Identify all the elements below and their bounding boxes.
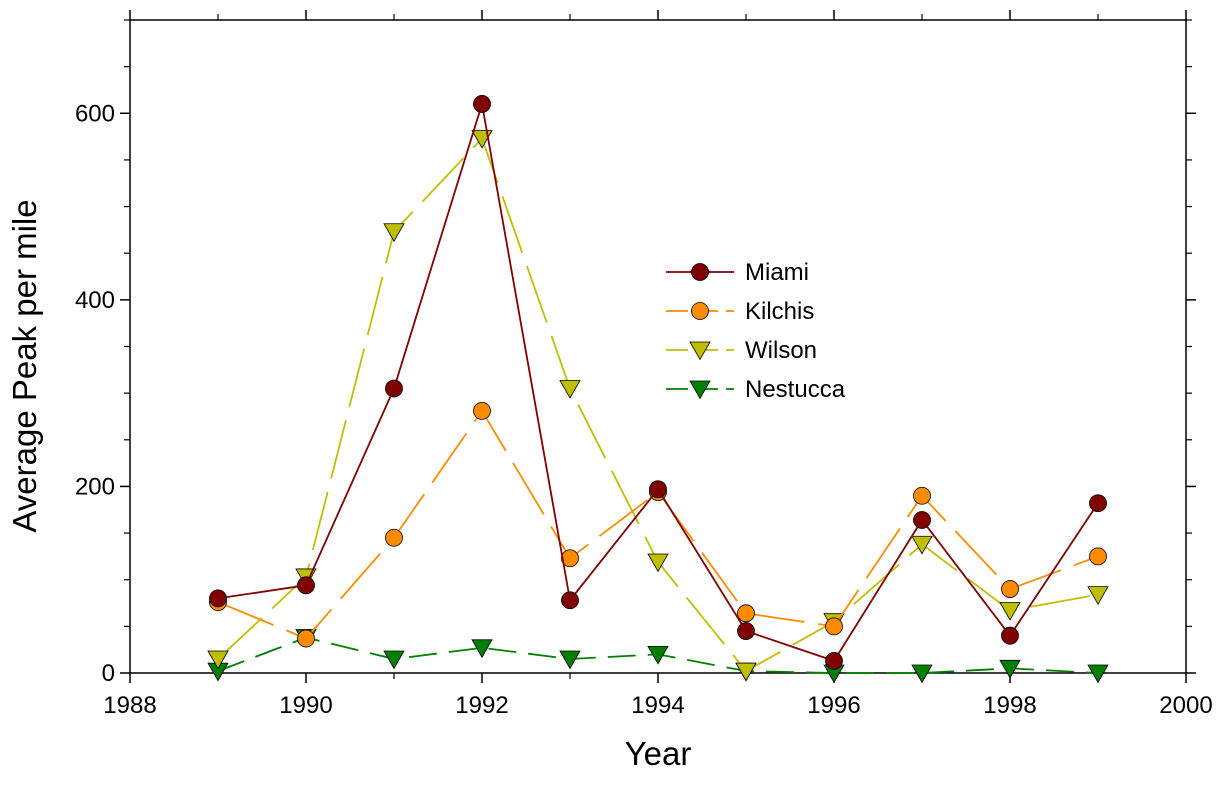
data-point-wilson bbox=[735, 662, 757, 682]
data-point-wilson bbox=[999, 602, 1021, 621]
data-point-miami bbox=[825, 651, 843, 670]
data-point-wilson bbox=[207, 650, 229, 670]
data-point-nestucca bbox=[471, 639, 493, 659]
plot-frame bbox=[129, 19, 1187, 674]
data-point-nestucca bbox=[1087, 664, 1109, 684]
data-point-wilson bbox=[559, 380, 581, 399]
data-point-wilson bbox=[383, 223, 405, 243]
legend-label-nestucca: Nestucca bbox=[745, 376, 846, 403]
legend-label-miami: Miami bbox=[745, 259, 809, 286]
legend: Miami Kilchis Wilson Nestucca bbox=[666, 259, 846, 403]
legend-item-nestucca: Nestucca bbox=[666, 376, 846, 403]
series-miami bbox=[209, 95, 1107, 670]
data-point-kilchis bbox=[737, 604, 755, 623]
x-tick-label: 1992 bbox=[455, 692, 508, 719]
data-point-miami bbox=[385, 379, 403, 398]
x-tick-label: 1998 bbox=[983, 692, 1036, 719]
data-point-kilchis bbox=[913, 486, 931, 505]
series-line-wilson bbox=[217, 136, 1099, 673]
legend-item-miami: Miami bbox=[666, 259, 809, 286]
y-tick-label: 0 bbox=[102, 660, 115, 687]
data-point-kilchis bbox=[1001, 580, 1019, 598]
series-line-miami bbox=[217, 103, 1099, 662]
legend-marker-kilchis bbox=[691, 302, 709, 320]
series-wilson bbox=[207, 130, 1109, 682]
legend-label-kilchis: Kilchis bbox=[745, 298, 814, 325]
data-point-kilchis bbox=[385, 528, 403, 547]
data-point-nestucca bbox=[647, 645, 669, 665]
data-point-miami bbox=[737, 622, 755, 640]
y-tick-label: 200 bbox=[75, 473, 115, 500]
data-point-miami bbox=[649, 480, 667, 499]
data-point-kilchis bbox=[1089, 547, 1107, 566]
legend-marker-miami bbox=[691, 263, 709, 281]
x-tick-label: 2000 bbox=[1159, 692, 1212, 719]
series-layer bbox=[207, 95, 1109, 684]
data-point-nestucca bbox=[911, 664, 933, 684]
data-point-wilson bbox=[1087, 586, 1109, 605]
legend-item-wilson: Wilson bbox=[666, 337, 817, 364]
y-tick-label: 600 bbox=[75, 100, 115, 127]
data-point-miami bbox=[473, 95, 491, 113]
data-point-nestucca bbox=[383, 650, 405, 670]
x-tick-label: 1994 bbox=[631, 692, 684, 719]
x-axis-title: Year bbox=[625, 735, 692, 772]
legend-item-kilchis: Kilchis bbox=[666, 298, 814, 325]
data-point-nestucca bbox=[559, 650, 581, 670]
x-tick-label: 1990 bbox=[279, 692, 332, 719]
data-point-miami bbox=[209, 589, 227, 608]
axis-ticks: 1988 1990 1992 1994 1996 1998 2000 0 200 400 600 bbox=[75, 10, 1213, 719]
x-tick-label: 1988 bbox=[103, 692, 156, 719]
legend-marker-wilson bbox=[689, 341, 711, 361]
data-point-kilchis bbox=[825, 617, 843, 636]
data-point-miami bbox=[297, 576, 315, 595]
series-line-kilchis bbox=[217, 409, 1099, 640]
data-point-miami bbox=[561, 591, 579, 610]
data-point-nestucca bbox=[999, 659, 1021, 679]
x-tick-label: 1996 bbox=[807, 692, 860, 719]
data-point-wilson bbox=[911, 535, 933, 555]
data-point-miami bbox=[913, 511, 931, 529]
data-point-kilchis bbox=[561, 549, 579, 568]
series-kilchis bbox=[209, 401, 1107, 648]
legend-label-wilson: Wilson bbox=[745, 337, 817, 364]
data-point-kilchis bbox=[297, 629, 315, 648]
y-axis-title: Average Peak per mile bbox=[6, 199, 43, 532]
data-point-miami bbox=[1001, 626, 1019, 645]
data-point-kilchis bbox=[473, 401, 491, 420]
y-tick-label: 400 bbox=[75, 287, 115, 314]
legend-marker-nestucca bbox=[689, 380, 711, 400]
data-point-miami bbox=[1089, 494, 1107, 513]
data-point-wilson bbox=[647, 553, 669, 573]
